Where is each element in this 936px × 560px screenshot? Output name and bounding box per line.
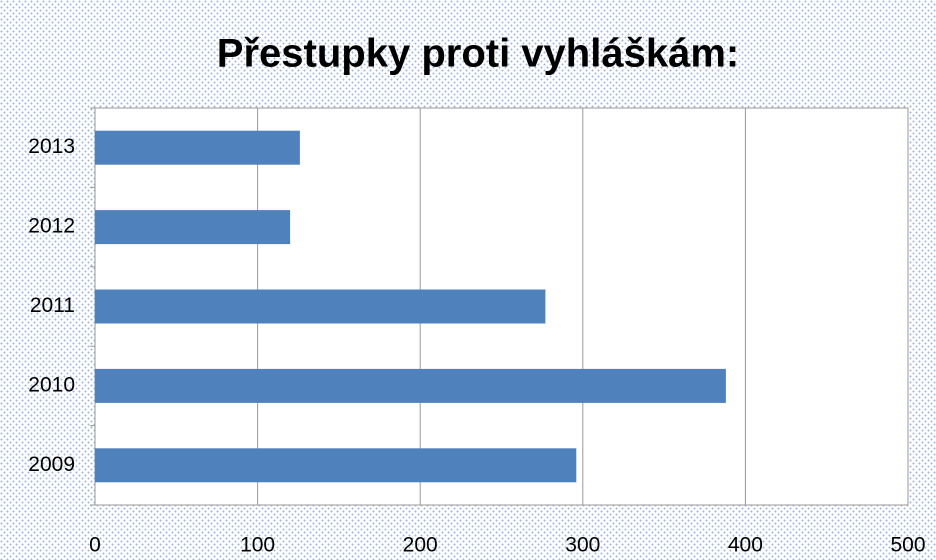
y-tick-label: 2009 [28, 453, 75, 476]
x-tick-label: 400 [728, 534, 763, 557]
x-tick-label: 300 [565, 534, 600, 557]
x-tick-label: 500 [890, 534, 925, 557]
x-tick-label: 0 [89, 534, 101, 557]
y-tick-label: 2011 [30, 294, 75, 317]
y-tick-label: 2013 [28, 135, 75, 158]
bar [95, 130, 300, 165]
x-tick-label: 100 [240, 534, 275, 557]
bar [95, 448, 577, 483]
y-tick-label: 2010 [28, 373, 75, 396]
chart-title: Přestupky proti vyhláškám: [217, 32, 739, 76]
bar [95, 210, 291, 245]
x-tick-label: 200 [403, 534, 438, 557]
bar [95, 368, 726, 403]
y-tick-label: 2012 [28, 215, 75, 238]
bar [95, 289, 546, 324]
